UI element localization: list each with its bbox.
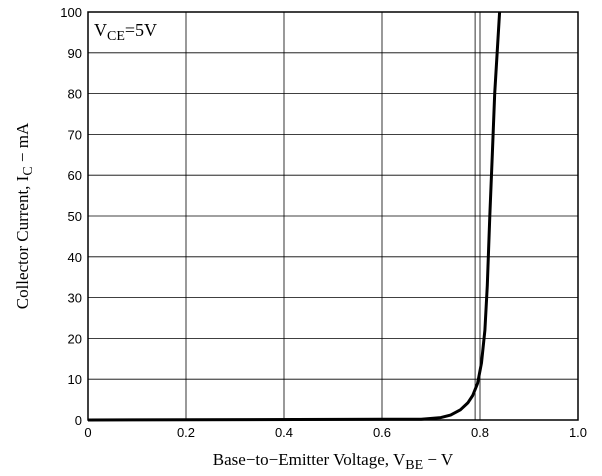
x-axis-label: Base−to−Emitter Voltage, VBE − V bbox=[213, 450, 454, 473]
y-tick-label: 20 bbox=[68, 331, 82, 346]
y-tick-label: 10 bbox=[68, 372, 82, 387]
x-tick-label: 0.2 bbox=[177, 425, 195, 440]
series-layer bbox=[87, 11, 502, 422]
y-tick-label: 60 bbox=[68, 168, 82, 183]
y-axis-label: Collector Current, IC − mA bbox=[13, 122, 36, 309]
y-tick-label: 30 bbox=[68, 291, 82, 306]
x-tick-label: 0.8 bbox=[471, 425, 489, 440]
y-tick-label: 0 bbox=[75, 413, 82, 428]
series-line bbox=[87, 11, 502, 422]
y-tick-label: 40 bbox=[68, 250, 82, 265]
y-tick-label: 50 bbox=[68, 209, 82, 224]
y-tick-label: 100 bbox=[60, 5, 82, 20]
y-tick-label: 70 bbox=[68, 127, 82, 142]
x-tick-label: 1.0 bbox=[569, 425, 587, 440]
x-tick-label: 0.4 bbox=[275, 425, 293, 440]
grid bbox=[87, 11, 579, 421]
y-tick-label: 80 bbox=[68, 87, 82, 102]
tick-labels: 0 0.2 0.4 0.6 0.8 1.0 0 10 20 30 40 50 60 70 80 90 100 bbox=[60, 5, 587, 440]
y-tick-label: 90 bbox=[68, 46, 82, 61]
plot-frame bbox=[87, 11, 579, 421]
x-tick-label: 0 bbox=[84, 425, 91, 440]
x-tick-label: 0.6 bbox=[373, 425, 391, 440]
vce-annotation: VCE=5V bbox=[94, 20, 157, 44]
